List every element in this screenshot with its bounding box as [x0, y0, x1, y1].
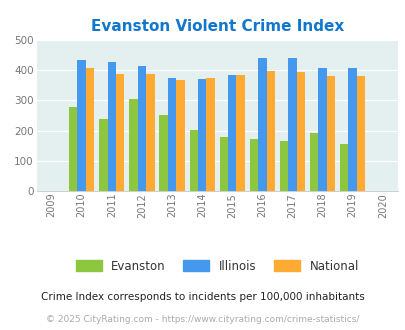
Bar [309, 133, 318, 191]
Bar [69, 107, 77, 191]
Bar [347, 68, 356, 191]
Bar [86, 68, 94, 191]
Bar [206, 78, 214, 191]
Bar [339, 144, 347, 191]
Bar [258, 58, 266, 191]
Bar [249, 139, 258, 191]
Bar [326, 76, 335, 191]
Bar [146, 74, 154, 191]
Bar [318, 68, 326, 191]
Bar [129, 99, 137, 191]
Bar [99, 118, 107, 191]
Bar [228, 75, 236, 191]
Bar [189, 130, 198, 191]
Title: Evanston Violent Crime Index: Evanston Violent Crime Index [90, 19, 343, 34]
Bar [266, 71, 274, 191]
Bar [116, 74, 124, 191]
Bar [107, 62, 116, 191]
Bar [198, 79, 206, 191]
Bar [279, 141, 288, 191]
Bar [159, 115, 167, 191]
Bar [356, 76, 364, 191]
Legend: Evanston, Illinois, National: Evanston, Illinois, National [70, 255, 363, 278]
Bar [219, 137, 228, 191]
Bar [296, 72, 305, 191]
Text: © 2025 CityRating.com - https://www.cityrating.com/crime-statistics/: © 2025 CityRating.com - https://www.city… [46, 315, 359, 324]
Bar [167, 78, 176, 191]
Bar [236, 75, 244, 191]
Bar [137, 66, 146, 191]
Bar [77, 60, 86, 191]
Bar [288, 58, 296, 191]
Bar [176, 80, 184, 191]
Text: Crime Index corresponds to incidents per 100,000 inhabitants: Crime Index corresponds to incidents per… [41, 292, 364, 302]
